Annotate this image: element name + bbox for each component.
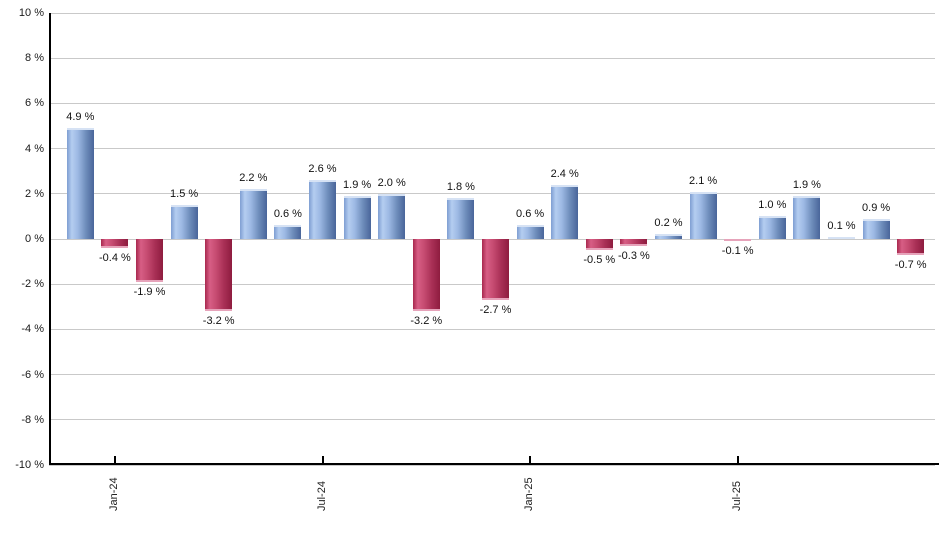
x-tick [113,456,116,465]
bar-value-label: 4.9 % [66,111,95,124]
y-axis-tick-label: -8 % [21,413,44,426]
y-axis-tick-label: 0 % [25,233,44,245]
bar-value-label: -1.9 % [133,285,166,298]
x-axis-line [49,463,939,465]
bar [620,239,648,246]
bar-value-label: 1.9 % [792,179,821,192]
bar-value-label: -0.4 % [98,252,131,265]
bar [378,193,406,239]
bar-value-label: 2.1 % [689,174,718,187]
gridline [49,57,935,59]
bar [793,196,821,239]
x-axis-tick-label: Jan-25 [523,477,536,511]
x-tick [321,456,324,465]
bar [585,239,613,251]
y-axis-line [49,13,51,465]
gridline [49,102,935,104]
bar [309,180,336,239]
bar [274,225,302,239]
bar-value-label: -2.7 % [479,304,512,317]
bar-value-label: 1.8 % [446,181,475,194]
bar [101,239,129,249]
gridline [49,328,935,330]
bar [136,239,163,282]
bar [343,196,371,239]
bar-value-label: 0.6 % [516,208,545,221]
bar [239,189,267,239]
bar-value-label: 0.9 % [862,201,891,214]
y-axis-tick-label: 10 % [18,7,44,19]
bar-value-label: -0.3 % [617,249,650,262]
bar [447,198,475,239]
x-axis-tick-label: Jul-24 [315,481,328,511]
bar-value-label: -0.5 % [583,254,616,267]
y-axis-tick-label: 8 % [25,52,44,65]
bar-value-label: -3.2 % [410,315,443,328]
bar-value-label: 2.2 % [239,172,268,185]
bar-value-label: 2.6 % [308,163,337,176]
gridline [49,12,935,14]
gridline [49,464,935,466]
gridline [49,419,935,421]
bar-value-label: 0.6 % [273,208,302,221]
x-tick [736,456,739,465]
x-tick [529,456,532,465]
bar [170,205,198,239]
bar [724,239,752,242]
x-axis-tick-label: Jan-24 [107,477,120,511]
bar-value-label: 0.2 % [654,217,683,230]
bar-value-label: -0.7 % [894,258,927,271]
bar [551,184,579,239]
bar [897,239,925,255]
y-axis-tick-label: -10 % [15,459,44,471]
y-axis-tick-label: -6 % [21,368,44,381]
bar [828,236,855,239]
bar [862,218,890,239]
bar [482,239,509,301]
bar-value-label: 1.5 % [170,188,199,201]
y-axis-tick-label: 4 % [25,142,44,155]
bar-value-label: -0.1 % [721,245,754,258]
bar-value-label: 1.9 % [343,179,372,192]
bar-value-label: 0.1 % [827,219,856,232]
x-axis-tick-label: Jul-25 [730,481,743,511]
y-axis-tick-label: -4 % [21,323,44,336]
y-axis-tick-label: 2 % [25,187,44,200]
gridline [49,374,935,376]
bar [758,216,786,239]
bar-value-label: 2.4 % [550,167,579,180]
gridline [49,148,935,150]
bar [516,225,544,239]
bar-value-label: 1.0 % [758,199,787,212]
bar [66,128,94,239]
bar [412,239,440,312]
bar [655,234,682,239]
y-axis-tick-label: -2 % [21,278,44,291]
y-axis-tick-label: 6 % [25,97,44,110]
bar-value-label: 2.0 % [377,176,406,189]
gridline [49,193,935,195]
bar [205,239,233,312]
bar [689,191,717,239]
bar-value-label: -3.2 % [202,315,235,328]
